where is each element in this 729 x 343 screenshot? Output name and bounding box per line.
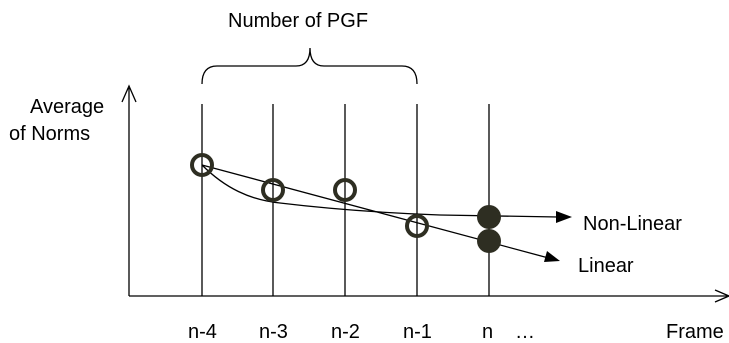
pgf-brace <box>201 47 418 85</box>
frame-label-n-4: n-4 <box>188 321 217 343</box>
frame-label-n-3: n-3 <box>259 321 288 343</box>
marker-n-1 <box>405 214 429 238</box>
x-axis-arrowhead <box>714 289 729 303</box>
non-linear-label: Non-Linear <box>583 213 682 235</box>
non-linear-curve <box>201 164 559 218</box>
marker-n-linear <box>477 229 501 253</box>
linear-label: Linear <box>578 255 634 277</box>
y-axis-label-line2: of Norms <box>9 123 91 145</box>
y-axis-arrowhead <box>121 84 137 103</box>
y-axis-label-line1: Average <box>30 96 105 118</box>
pgf-title: Number of PGF <box>228 10 369 32</box>
x-axis-label: Frame <box>666 321 724 343</box>
frame-label-ellipsis: … <box>515 321 535 343</box>
marker-n-non-linear <box>477 205 501 229</box>
marker-n-3 <box>261 178 285 202</box>
frame-label-n: n <box>482 321 494 343</box>
frame-label-n-1: n-1 <box>403 321 432 343</box>
non-linear-arrowhead <box>556 211 572 223</box>
frame-label-n-2: n-2 <box>331 321 360 343</box>
linear-arrowhead <box>544 251 560 262</box>
marker-n-4 <box>190 153 214 177</box>
marker-n-2 <box>333 178 357 202</box>
